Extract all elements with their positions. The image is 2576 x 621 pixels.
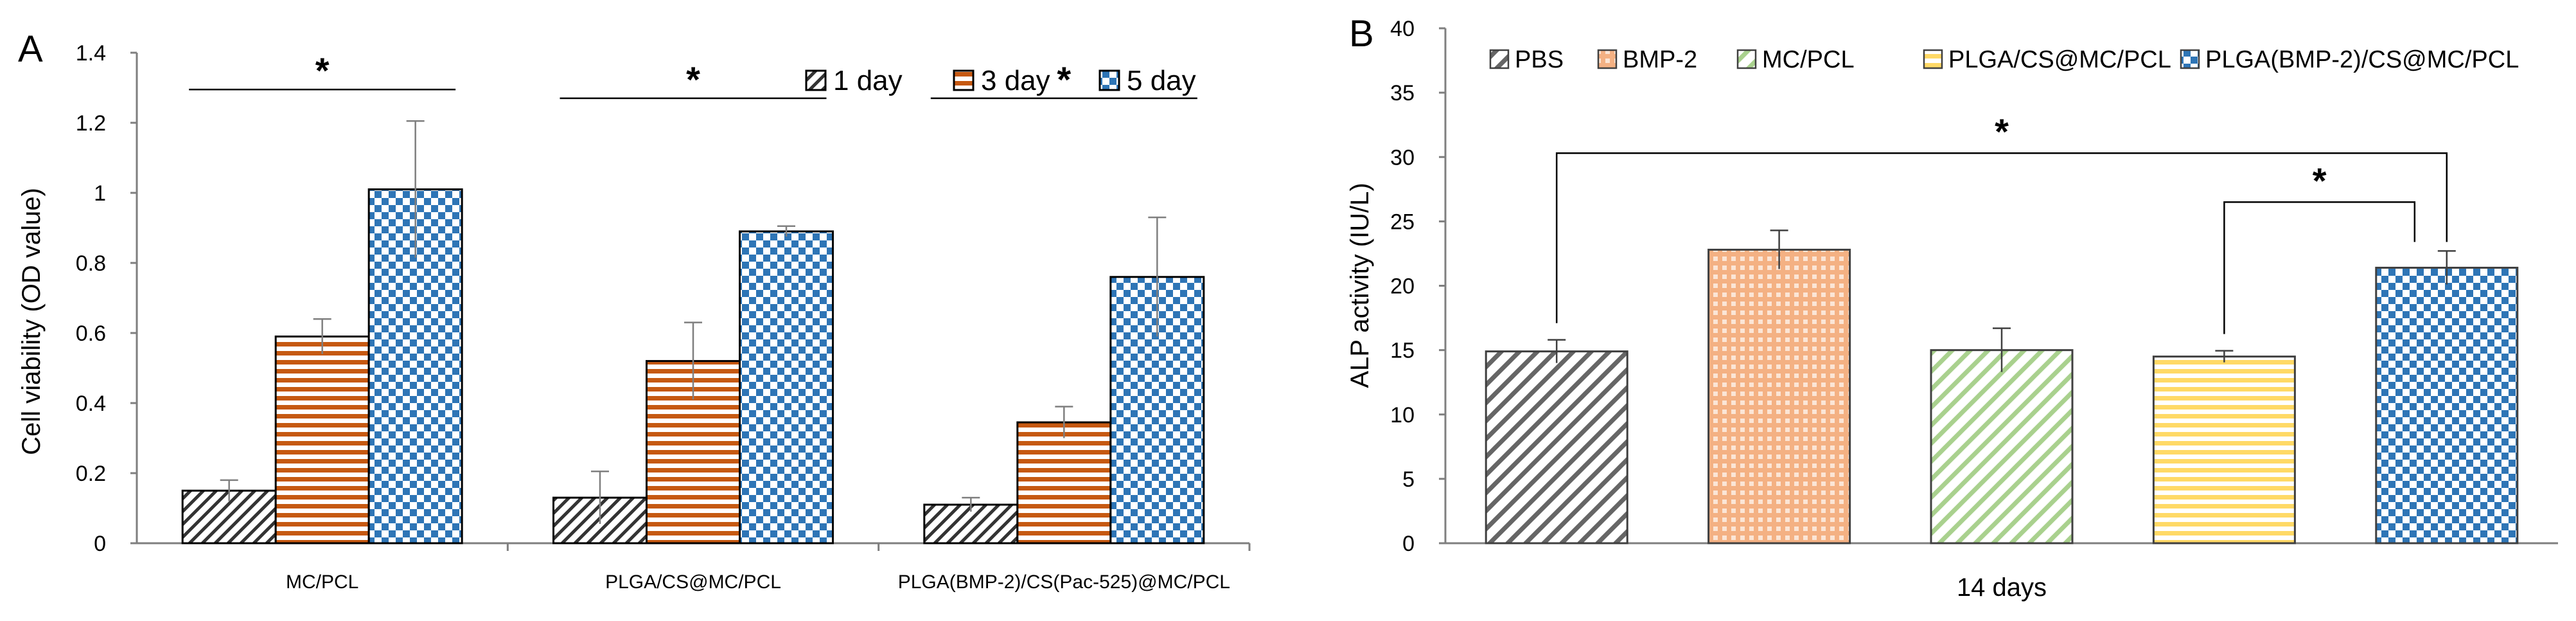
panel-a-letter: A	[18, 28, 43, 70]
panel-a-significance-star: *	[686, 59, 700, 100]
panel-a-bar	[739, 230, 834, 544]
panel-b-y-tick-label: 30	[1390, 145, 1415, 170]
panel-b-letter: B	[1349, 13, 1374, 55]
panel-a-legend-swatch	[1098, 69, 1120, 91]
panel-b-legend-label: BMP-2	[1623, 46, 1697, 73]
panel-b-legend-label: PLGA/CS@MC/PCL	[1948, 46, 2171, 73]
panel-a-y-tick-label: 1.2	[76, 111, 106, 136]
panel-a-bar	[274, 335, 370, 544]
panel-b-legend-swatch	[1736, 49, 1757, 69]
panel-a-category-label: MC/PCL	[286, 572, 358, 593]
panel-a-y-tick-label: 1	[94, 181, 106, 206]
panel-b-y-tick-label: 35	[1390, 81, 1415, 105]
panel-a-y-tick-label: 1.4	[76, 41, 106, 66]
panel-b-bar	[1930, 349, 2074, 544]
panel-b-y-tick-label: 15	[1390, 339, 1415, 363]
panel-a-y-tick-label: 0.2	[76, 462, 106, 486]
panel-b-legend-swatch	[1489, 49, 1510, 69]
panel-a-y-tick-label: 0.6	[76, 321, 106, 346]
panel-a: A Cell viability (OD value) 0 0.2 0.4 0.6 0.…	[17, 28, 1251, 593]
panel-b-legend-swatch	[1597, 49, 1618, 69]
panel-a-legend-label: 1 day	[833, 65, 903, 96]
panel-b-bar	[1485, 350, 1628, 544]
panel-b-y-tick-label: 10	[1390, 403, 1415, 428]
panel-a-category-label: PLGA(BMP-2)/CS(Pac-525)@MC/PCL	[898, 572, 1230, 593]
panel-a-significance-star: *	[1057, 59, 1071, 100]
panel-b-y-tick-label: 40	[1390, 17, 1415, 41]
panel-b-legend-label: MC/PCL	[1762, 46, 1855, 73]
panel-a-y-tick-label: 0.4	[76, 392, 106, 416]
panel-a-bar	[1016, 421, 1112, 544]
panel-b-legend-swatch	[2180, 49, 2200, 69]
panel-b-y-tick-label: 25	[1390, 210, 1415, 234]
panel-b: B ALP activity (IU/L) 0 5 10 15 20 25 30 35 40 *…	[1346, 13, 2558, 602]
panel-a-legend-label: 5 day	[1127, 65, 1196, 96]
panel-b-x-axis-label: 14 days	[1957, 573, 2047, 602]
panel-b-legend-swatch	[1923, 49, 1943, 69]
panel-a-y-tick-label: 0	[94, 532, 106, 556]
panel-a-legend-swatch	[805, 69, 827, 91]
panel-b-significance-bracket	[1555, 152, 2448, 323]
panel-b-significance-star: *	[1995, 111, 2009, 152]
panel-a-y-axis-label: Cell viability (OD value)	[17, 188, 46, 455]
panel-b-significance-star: *	[2313, 160, 2327, 201]
panel-b-y-axis-label: ALP activity (IU/L)	[1346, 183, 1374, 388]
panel-a-category-label: PLGA/CS@MC/PCL	[605, 572, 781, 593]
panel-b-bar	[2152, 356, 2296, 544]
panel-b-significance-bracket	[2223, 201, 2416, 334]
panel-a-legend-swatch	[953, 69, 975, 91]
panel-b-y-tick-label: 0	[1402, 532, 1415, 556]
panel-b-y-tick-label: 5	[1402, 467, 1415, 492]
panel-a-significance-star: *	[315, 50, 330, 91]
panel-b-bar	[1707, 248, 1851, 544]
panel-b-bar	[2375, 266, 2519, 544]
panel-b-legend-label: PLGA(BMP-2)/CS@MC/PCL	[2205, 46, 2519, 73]
panel-a-y-tick-label: 0.8	[76, 251, 106, 276]
panel-a-legend-label: 3 day	[981, 65, 1050, 96]
panel-b-y-tick-label: 20	[1390, 274, 1415, 299]
panel-b-legend-label: PBS	[1515, 46, 1564, 73]
